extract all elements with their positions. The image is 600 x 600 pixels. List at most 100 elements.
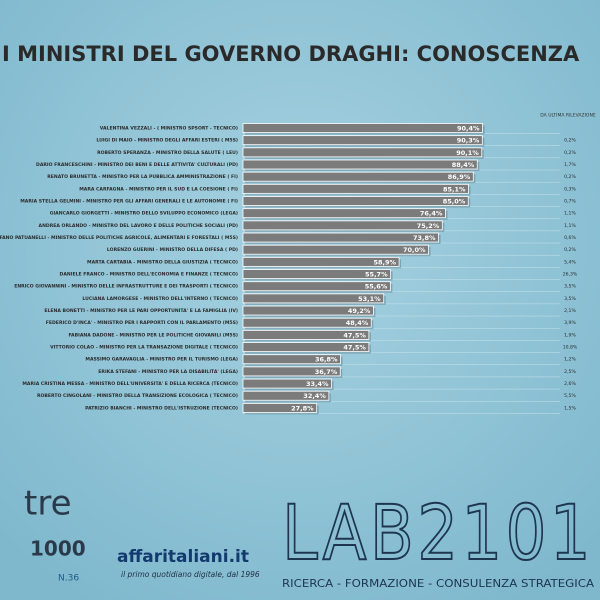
category-label: ROBERTO CINGOLANI - MINISTRO DELLA TRANS… <box>37 393 238 399</box>
value-label: 55,6% <box>365 283 388 291</box>
change-label: 3,5% <box>564 284 576 290</box>
change-label: 10,8% <box>563 345 578 351</box>
category-label: FABIANA DADONE - MINISTRO PER LE POLITIC… <box>68 332 238 338</box>
bar <box>242 305 374 316</box>
bar <box>242 256 400 267</box>
category-label: MARIA STELLA GELMINI - MINISTRO PER GLI … <box>20 199 238 205</box>
value-label: 36,8% <box>315 356 338 364</box>
value-label: 32,4% <box>303 392 326 400</box>
change-label: 0,2% <box>564 150 576 156</box>
bar <box>242 403 318 413</box>
value-label: 90,4% <box>457 125 480 133</box>
category-label: ROBERTO SPERANZA - MINISTRO DELLA SALUTE… <box>97 150 238 156</box>
bar <box>242 342 370 352</box>
bar <box>242 281 391 292</box>
value-label: 70,0% <box>403 246 426 254</box>
publisher: affaritaliani.it <box>117 547 249 567</box>
bar <box>242 329 370 340</box>
category-label: STEFANO PATUANELLI - MINISTRO DELLE POLI… <box>0 235 238 241</box>
bar <box>242 147 483 158</box>
change-label: 0,6% <box>564 235 576 241</box>
value-label: 33,4% <box>306 380 329 388</box>
value-label: 73,8% <box>413 234 436 242</box>
bar <box>242 183 469 194</box>
value-label: 88,4% <box>452 161 475 169</box>
bar <box>242 220 443 231</box>
category-label: DARIO FRANCESCHINI - MINISTRO DEI BENI E… <box>36 162 238 168</box>
value-label: 27,8% <box>291 404 314 412</box>
value-label: 55,7% <box>365 271 388 279</box>
change-label: 0,2% <box>564 247 576 253</box>
column-header: DA ULTIMA RILEVAZIONE <box>540 113 596 119</box>
change-label: 2,1% <box>564 308 576 314</box>
value-label: 85,0% <box>443 198 466 206</box>
category-label: MARTA CARTABIA - MINISTRO DELLA GIUSTIZI… <box>87 259 238 265</box>
category-label: FEDERICO D'INCA' - MINISTRO PER I RAPPOR… <box>46 320 238 326</box>
lab-logo: LAB2101 <box>282 488 594 577</box>
category-label: ELENA BONETTI - MINISTRO PER LE PARI OPP… <box>44 308 238 314</box>
change-label: 2,5% <box>564 369 576 375</box>
category-label: MARIA CRISTINA MESSA - MINISTRO DELL'UNI… <box>22 381 238 387</box>
lab-tagline: RICERCA - FORMAZIONE - CONSULENZA STRATE… <box>282 577 595 590</box>
change-label: 0,7% <box>564 199 576 205</box>
logo-number: 1000 <box>30 537 86 561</box>
value-label: 48,4% <box>346 319 369 327</box>
category-label: ENRICO GIOVANNINI - MINISTRO DELLE INFRA… <box>14 284 238 290</box>
change-label: 1,9% <box>564 332 576 338</box>
change-label: 26,3% <box>563 272 578 278</box>
chart-title: I MINISTRI DEL GOVERNO DRAGHI: CONOSCENZ… <box>2 42 580 66</box>
logo-tre: tre <box>24 484 71 524</box>
change-label: 0,2% <box>564 174 576 180</box>
category-label: MASSIMO GARAVAGLIA - MINISTRO PER IL TUR… <box>85 357 238 363</box>
bar <box>242 269 392 279</box>
value-label: 76,4% <box>420 210 443 218</box>
change-label: 0,3% <box>564 186 576 192</box>
bar <box>242 293 385 304</box>
value-label: 90,3% <box>457 137 480 145</box>
category-label: LORENZO GUERINI - MINISTRO DELLA DIFESA … <box>107 247 238 253</box>
change-label: 0,2% <box>564 138 576 144</box>
bar <box>242 244 429 255</box>
value-label: 75,2% <box>417 222 440 230</box>
category-label: VITTORIO COLAO - MINISTRO PER LA TRANSAZ… <box>50 345 238 351</box>
bar <box>242 208 446 219</box>
value-label: 85,1% <box>443 185 466 193</box>
change-label: 3,9% <box>564 320 576 326</box>
category-label: LUCIANA LAMORGESE - MINISTRO DELL'INTERN… <box>82 296 238 302</box>
change-label: 1,7% <box>564 162 576 168</box>
change-label: 5,5% <box>564 393 576 399</box>
value-label: 47,5% <box>343 344 366 352</box>
value-label: 90,1% <box>456 149 479 157</box>
category-label: LUIGI DI MAIO - MINISTRO DEGLI AFFARI ES… <box>96 138 238 144</box>
change-label: 3,5% <box>564 296 576 302</box>
category-label: PATRIZIO BIANCHI - MINISTRO DELL'ISTRUZI… <box>85 405 238 411</box>
bar <box>242 171 474 182</box>
value-label: 53,1% <box>358 295 381 303</box>
bar <box>242 232 439 243</box>
category-label: ANDREA ORLANDO - MINISTRO DEL LAVORO E D… <box>39 223 238 229</box>
value-label: 47,5% <box>343 331 366 339</box>
change-label: 2,6% <box>564 381 576 387</box>
footer: tre 1000 N.36 affaritaliani.it il primo … <box>24 484 595 591</box>
value-label: 36,7% <box>315 368 338 376</box>
bar <box>242 317 372 328</box>
bar <box>242 159 478 170</box>
publisher-tagline: il primo quotidiano digitale, dal 1996 <box>121 570 260 579</box>
bar <box>242 123 483 133</box>
bar <box>242 196 469 206</box>
change-label: 1,1% <box>564 211 576 217</box>
change-label: 1,5% <box>564 405 576 411</box>
change-label: 1,2% <box>564 357 576 363</box>
change-label: 5,4% <box>564 259 576 265</box>
bar <box>242 135 483 146</box>
bar <box>242 390 330 401</box>
category-label: RENATO BRUNETTA - MINISTRO PER LA PUBBLI… <box>47 174 238 180</box>
value-label: 86,9% <box>448 173 471 181</box>
bar <box>242 366 341 377</box>
value-label: 58,9% <box>374 258 397 266</box>
issue: N.36 <box>58 574 79 584</box>
category-label: MARA CARFAGNA - MINISTRO PER IL SUD E LA… <box>79 186 238 192</box>
change-label: 1,1% <box>564 223 576 229</box>
